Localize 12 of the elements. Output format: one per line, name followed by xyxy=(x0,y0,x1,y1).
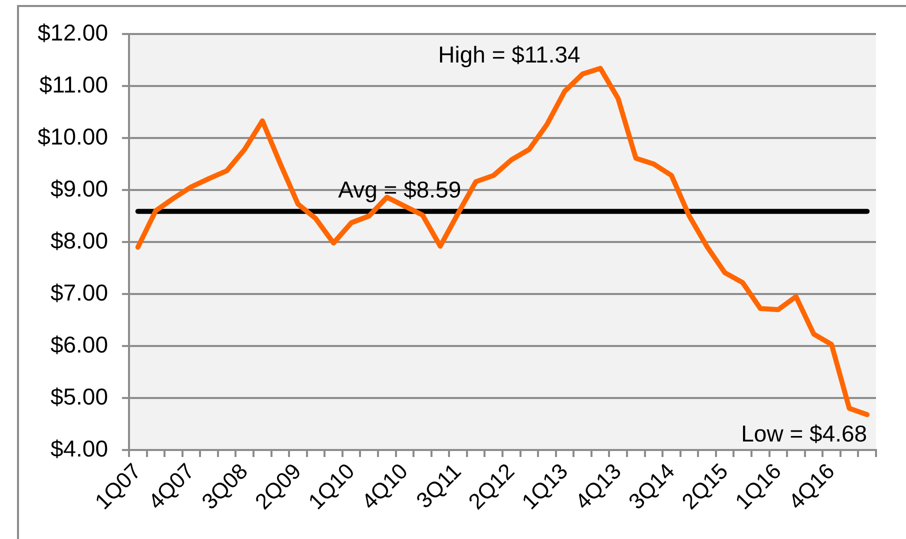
y-tick-label: $5.00 xyxy=(50,383,108,410)
y-tick-label: $9.00 xyxy=(50,175,108,202)
annotation: High = $11.34 xyxy=(438,41,581,68)
ref-line-label: Avg = $8.59 xyxy=(338,176,462,202)
y-tick-label: $10.00 xyxy=(38,123,108,150)
y-tick-label: $12.00 xyxy=(38,19,108,46)
y-tick-label: $4.00 xyxy=(50,435,108,462)
annotation: Low = $4.68 xyxy=(741,420,868,447)
y-tick-label: $6.00 xyxy=(50,331,108,358)
y-tick-label: $7.00 xyxy=(50,279,108,306)
y-tick-label: $8.00 xyxy=(50,227,108,254)
y-tick-label: $11.00 xyxy=(39,71,108,98)
